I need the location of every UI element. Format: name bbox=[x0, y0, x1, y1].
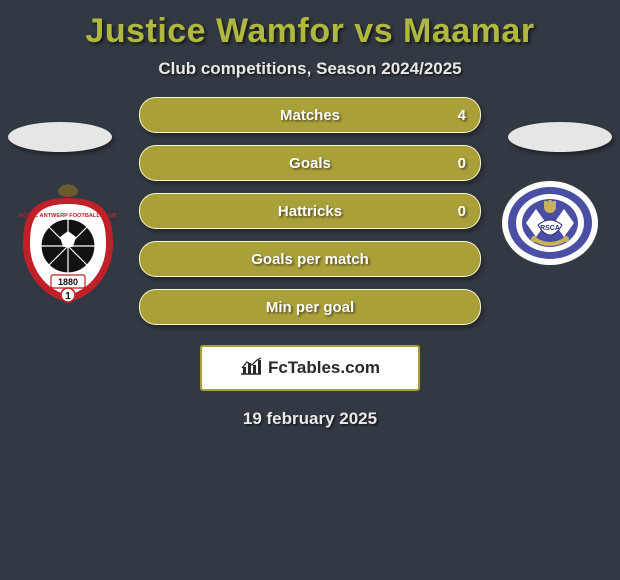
stat-label: Min per goal bbox=[266, 299, 354, 316]
left-player-ellipse bbox=[8, 122, 112, 152]
stat-row-hattricks: Hattricks 0 bbox=[139, 193, 481, 229]
page-title: Justice Wamfor vs Maamar bbox=[0, 0, 620, 53]
svg-text:1: 1 bbox=[65, 291, 71, 302]
bar-chart-icon bbox=[240, 357, 262, 380]
brand-text: FcTables.com bbox=[268, 358, 380, 378]
date-text: 19 february 2025 bbox=[0, 409, 620, 429]
stat-row-matches: Matches 4 bbox=[139, 97, 481, 133]
stat-row-goals-per-match: Goals per match bbox=[139, 241, 481, 277]
stat-right-value: 4 bbox=[458, 107, 466, 124]
stat-label: Matches bbox=[280, 107, 340, 124]
right-player-ellipse bbox=[508, 122, 612, 152]
svg-text:RSCA: RSCA bbox=[540, 225, 560, 232]
brand-badge[interactable]: FcTables.com bbox=[200, 345, 420, 391]
stat-label: Goals per match bbox=[251, 251, 369, 268]
svg-text:ROYAL ANTWERP FOOTBALL CLUB: ROYAL ANTWERP FOOTBALL CLUB bbox=[19, 213, 116, 219]
svg-text:1880: 1880 bbox=[58, 277, 78, 287]
left-team-crest: ROYAL ANTWERP FOOTBALL CLUB 1880 1 bbox=[18, 180, 118, 300]
stat-row-min-per-goal: Min per goal bbox=[139, 289, 481, 325]
stat-right-value: 0 bbox=[458, 155, 466, 172]
right-team-crest: RSCA bbox=[500, 178, 600, 268]
stat-right-value: 0 bbox=[458, 203, 466, 220]
comparison-card: Justice Wamfor vs Maamar Club competitio… bbox=[0, 0, 620, 580]
subtitle: Club competitions, Season 2024/2025 bbox=[0, 53, 620, 97]
stat-row-goals: Goals 0 bbox=[139, 145, 481, 181]
stat-label: Hattricks bbox=[278, 203, 342, 220]
stat-label: Goals bbox=[289, 155, 331, 172]
